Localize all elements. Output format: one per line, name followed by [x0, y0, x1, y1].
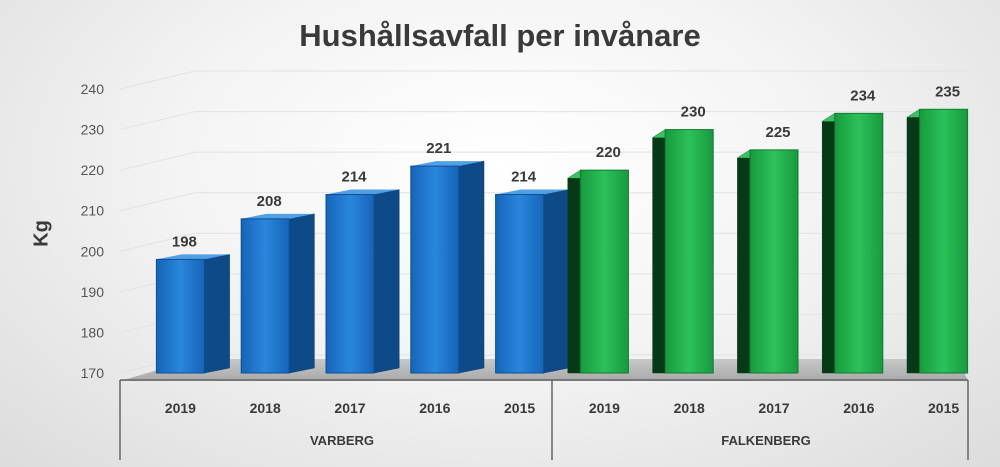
- gridline-left: [119, 232, 196, 252]
- gridline-left: [119, 70, 196, 90]
- bar-top-face: [156, 254, 230, 260]
- bar: [664, 129, 714, 374]
- bar: [749, 149, 799, 374]
- x-tick-label: 2017: [758, 400, 789, 416]
- gridline-left: [119, 192, 196, 212]
- data-label: 214: [341, 168, 367, 185]
- y-tick-label: 190: [81, 284, 105, 300]
- bar: [919, 108, 969, 374]
- bar: [155, 258, 205, 374]
- x-tick-label: 2015: [504, 400, 535, 416]
- x-tick-label: 2016: [419, 400, 450, 416]
- x-tick-label: 2018: [250, 400, 281, 416]
- bar: [495, 193, 545, 374]
- x-tick-label: 2017: [334, 400, 365, 416]
- data-label: 221: [426, 140, 451, 157]
- bar: [240, 218, 290, 374]
- data-label: 198: [172, 233, 197, 250]
- data-label: 214: [511, 168, 537, 185]
- bar-side-face: [543, 189, 570, 374]
- bar-top-face: [495, 189, 569, 195]
- bar: [325, 193, 375, 374]
- x-tick-label: 2018: [674, 400, 705, 416]
- bar: [410, 165, 460, 374]
- gridline-left: [119, 111, 196, 131]
- x-tick-label: 2019: [589, 400, 620, 416]
- x-group-label: FALKENBERG: [721, 433, 811, 448]
- bar-top-face: [326, 189, 400, 195]
- y-tick-label: 170: [81, 365, 105, 381]
- data-label: 235: [935, 83, 960, 100]
- data-label: 230: [681, 104, 706, 121]
- data-label: 208: [257, 193, 282, 210]
- bar: [834, 112, 884, 374]
- bar-side-face: [737, 149, 751, 374]
- x-tick-label: 2016: [843, 400, 874, 416]
- data-label: 225: [765, 124, 790, 141]
- bar-side-face: [652, 129, 666, 374]
- bar-side-face: [458, 160, 485, 374]
- y-tick-label: 240: [81, 81, 105, 97]
- bar-side-face: [906, 108, 920, 374]
- x-group-label: VARBERG: [310, 433, 374, 448]
- x-tick-label: 2019: [165, 400, 196, 416]
- bar-side-face: [288, 213, 315, 374]
- bar-side-face: [567, 169, 581, 374]
- bar-side-face: [204, 254, 230, 374]
- data-label: 234: [850, 87, 876, 104]
- y-tick-label: 180: [81, 324, 105, 340]
- data-label: 220: [596, 144, 621, 161]
- bar: [579, 169, 629, 374]
- chart-title: Hushållsavfall per invånare: [299, 18, 701, 53]
- y-tick-label: 230: [81, 122, 105, 138]
- bar-top-face: [410, 161, 484, 167]
- bar-top-face: [241, 213, 315, 219]
- x-tick-label: 2015: [928, 400, 959, 416]
- y-tick-label: 220: [81, 162, 105, 178]
- y-tick-label: 210: [81, 203, 105, 219]
- y-tick-label: 200: [81, 243, 105, 259]
- gridline-left: [119, 151, 196, 171]
- bar-side-face: [373, 189, 400, 374]
- bar-side-face: [821, 112, 836, 374]
